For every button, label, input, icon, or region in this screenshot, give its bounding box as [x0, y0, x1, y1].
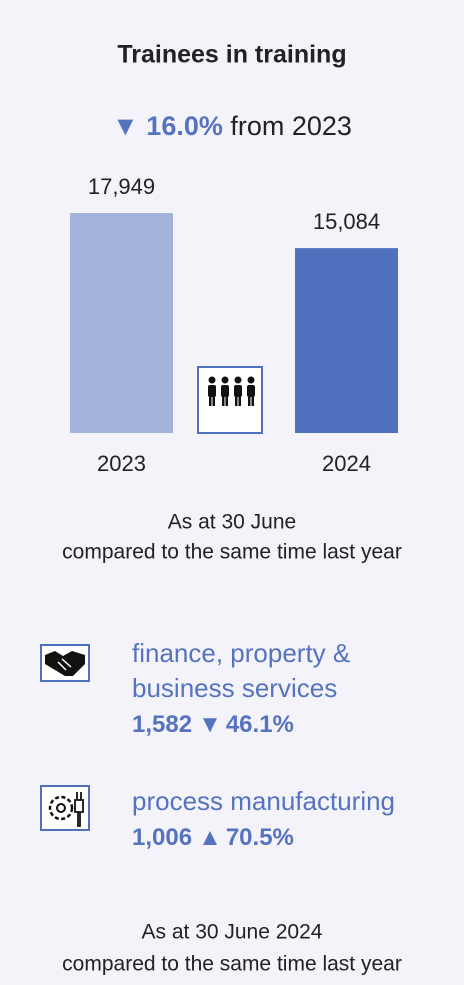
- industry-change: 70.5%: [226, 824, 294, 851]
- value-label: 17,949: [88, 174, 155, 199]
- handshake-icon: [40, 644, 90, 682]
- industry-count: 1,582: [132, 711, 192, 738]
- people-icon: [197, 366, 263, 434]
- industry-name: finance, property &: [132, 638, 350, 668]
- category-label: 2023: [97, 451, 146, 476]
- industry-name: business services: [132, 673, 337, 703]
- change-text: from 2023: [230, 111, 352, 141]
- change-arrow: ▼: [112, 111, 139, 141]
- change-value: 16.0%: [146, 111, 223, 141]
- category-label: 2024: [322, 451, 371, 476]
- bar: [295, 248, 398, 433]
- note-line: compared to the same time last year: [62, 541, 402, 564]
- value-label: 15,084: [313, 209, 380, 234]
- industry-change: 46.1%: [226, 711, 294, 738]
- industry-name: process manufacturing: [132, 786, 395, 816]
- industry-arrow: ▼: [198, 711, 222, 738]
- chart-title: Trainees in training: [117, 41, 346, 69]
- industry-count: 1,006: [132, 824, 192, 851]
- bar: [70, 213, 173, 433]
- industry-stats: 1,006 ▲ 70.5%: [132, 824, 294, 851]
- footer-line: compared to the same time last year: [62, 953, 402, 976]
- note-line: As at 30 June: [168, 511, 296, 534]
- change-summary: ▼ 16.0% from 2023: [112, 111, 352, 141]
- industry-arrow: ▲: [198, 824, 222, 851]
- manufacturing-icon: [40, 785, 90, 831]
- industry-stats: 1,582 ▼ 46.1%: [132, 711, 294, 738]
- footer-line: As at 30 June 2024: [142, 921, 323, 944]
